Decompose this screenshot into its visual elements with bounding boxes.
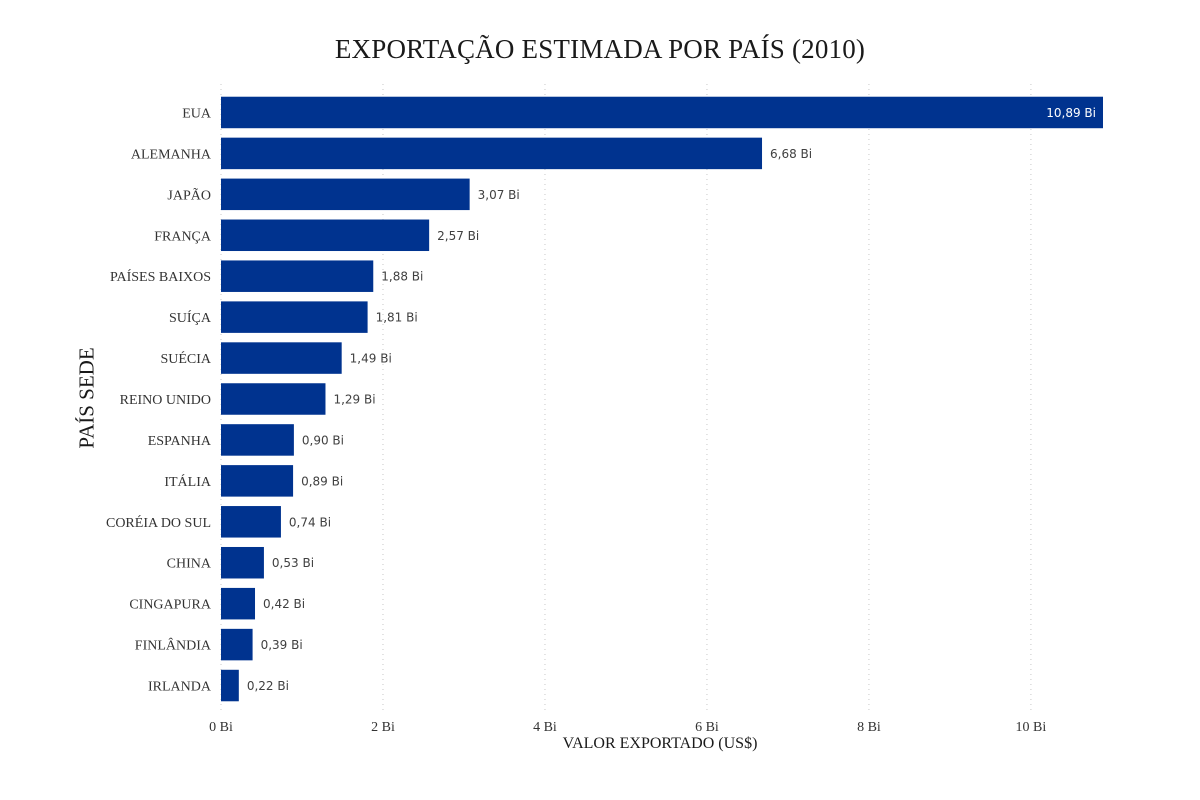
bar (221, 219, 430, 252)
bar (221, 424, 294, 456)
data-label: 6,68 Bi (770, 147, 812, 161)
bar (221, 96, 1103, 129)
category-label: IRLANDA (148, 680, 212, 695)
data-label: 3,07 Bi (478, 188, 520, 202)
bar (221, 383, 326, 415)
x-tick-label: 0 Bi (209, 720, 233, 735)
x-axis-title: VALOR EXPORTADO (US$) (562, 735, 758, 752)
x-tick-label: 6 Bi (695, 720, 719, 735)
data-label: 0,53 Bi (272, 556, 314, 570)
category-label: SUÍÇA (169, 309, 212, 326)
data-label: 0,22 Bi (247, 679, 289, 693)
bar (221, 587, 256, 620)
category-label: ITÁLIA (164, 473, 212, 490)
data-label: 0,74 Bi (289, 515, 331, 529)
bar (221, 137, 763, 170)
category-label: CORÉIA DO SUL (106, 514, 211, 531)
category-label: ALEMANHA (131, 147, 212, 162)
data-label: 0,90 Bi (302, 433, 344, 447)
category-label: PAÍSES BAIXOS (110, 268, 211, 285)
category-label: EUA (182, 106, 212, 121)
data-label: 0,39 Bi (261, 638, 303, 652)
category-label: CHINA (167, 557, 212, 572)
bar (221, 260, 374, 292)
chart-title: EXPORTAÇÃO ESTIMADA POR PAÍS (2010) (334, 34, 866, 64)
category-label: SUÉCIA (160, 350, 211, 367)
data-label: 1,88 Bi (381, 270, 423, 284)
bar (221, 506, 281, 538)
data-label: 0,42 Bi (263, 597, 305, 611)
bar (221, 546, 264, 579)
data-label: 1,49 Bi (350, 352, 392, 366)
category-label: REINO UNIDO (120, 393, 211, 408)
category-label: FINLÂNDIA (135, 637, 212, 654)
data-label: 2,57 Bi (437, 229, 479, 243)
data-label: 0,89 Bi (301, 474, 343, 488)
category-label: CINGAPURA (129, 598, 212, 613)
bar (221, 178, 470, 211)
bar (221, 628, 253, 661)
x-tick-label: 10 Bi (1016, 720, 1047, 735)
category-label: FRANÇA (154, 229, 212, 244)
data-label: 1,29 Bi (333, 393, 375, 407)
x-tick-label: 4 Bi (533, 720, 557, 735)
x-tick-label: 2 Bi (371, 720, 395, 735)
bar (221, 465, 294, 497)
category-label: ESPANHA (148, 434, 212, 449)
bar (221, 669, 239, 702)
data-label: 1,81 Bi (376, 311, 418, 325)
category-label: JAPÃO (167, 187, 211, 203)
data-label: 10,89 Bi (1046, 106, 1096, 120)
bar (221, 342, 342, 374)
x-tick-label: 8 Bi (857, 720, 881, 735)
bar (221, 301, 368, 333)
